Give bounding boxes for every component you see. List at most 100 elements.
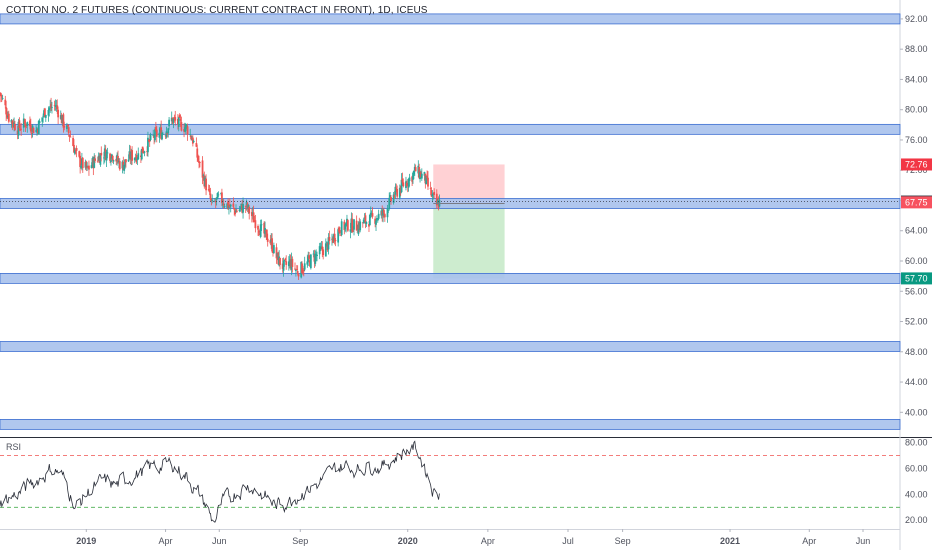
candle-body [217, 194, 220, 196]
candle-body [23, 120, 26, 124]
price-tick-label-11: 48.00 [905, 347, 928, 357]
candle-body [383, 210, 385, 214]
candle-body [180, 122, 183, 131]
candle-body [295, 269, 298, 270]
price-tick-label-12: 44.00 [905, 377, 928, 387]
candle-body [185, 125, 188, 127]
candle-body [223, 206, 226, 207]
candle-body [42, 115, 45, 117]
candle-body [186, 126, 189, 135]
candle-body [398, 187, 401, 198]
candle-body [247, 204, 250, 209]
candle-body [62, 114, 65, 128]
candle-body [316, 254, 318, 257]
candle-body [272, 245, 275, 254]
candle-body [431, 194, 434, 197]
candle-body [216, 193, 219, 199]
candle-body [318, 246, 321, 255]
candle-body [383, 214, 386, 218]
candle-body [390, 196, 392, 202]
candle-body [333, 233, 336, 242]
candle-body [279, 257, 281, 265]
candle-body [178, 115, 181, 118]
candle-body [244, 205, 247, 207]
candle-body [51, 107, 53, 109]
candle-body [57, 109, 60, 118]
candle-body [191, 137, 194, 144]
candle-body [312, 253, 315, 255]
candle-body [408, 177, 411, 182]
candle-body [79, 155, 82, 167]
candle-body [143, 151, 146, 153]
candle-body [154, 127, 157, 131]
candle-body [184, 124, 187, 129]
candle-body [407, 178, 410, 188]
candle-body [402, 182, 405, 187]
candle-body [78, 151, 81, 157]
candle-body [327, 237, 330, 250]
candle-body [377, 213, 380, 219]
time-tick-label-5: Apr [481, 536, 495, 546]
candle-body [257, 225, 259, 230]
candle-body [364, 215, 367, 224]
candle-body [207, 189, 210, 191]
price-tick-label-0: 92.00 [905, 14, 928, 24]
candle-body [195, 143, 198, 147]
candle-body [368, 224, 370, 227]
candle-body [371, 213, 374, 217]
candle-body [266, 238, 269, 242]
candle-body [233, 208, 236, 210]
candle-body [106, 152, 109, 154]
candle-body [179, 118, 182, 121]
candle-body [155, 129, 158, 137]
candle-body [48, 108, 51, 111]
candle-body [308, 255, 310, 259]
candle-body [96, 160, 99, 162]
candle-body [202, 174, 205, 176]
candle-body [365, 221, 368, 225]
candle-body [232, 203, 235, 207]
candle-body [376, 218, 379, 220]
candle-body [127, 159, 130, 162]
candle-body [265, 229, 268, 240]
price-tick-label-2: 84.00 [905, 74, 928, 84]
candle-body [414, 167, 417, 172]
candle-body [401, 178, 404, 183]
candle-body [37, 121, 40, 135]
candle-body [201, 160, 204, 178]
candle-body [141, 146, 144, 153]
candle-body [162, 133, 164, 135]
candle-body [168, 119, 170, 127]
candle-body [321, 246, 324, 251]
price-badge-label-3: 57.70 [905, 273, 928, 283]
candle-body [302, 271, 304, 273]
candle-body [235, 210, 238, 212]
candle-body [165, 131, 168, 138]
candle-body [389, 195, 392, 198]
candle-body [1, 98, 4, 99]
candle-body [412, 172, 414, 180]
candle-body [287, 261, 290, 267]
candle-body [322, 249, 325, 256]
candle-body [315, 254, 318, 256]
candle-body [238, 209, 241, 212]
time-tick-label-4: 2020 [398, 536, 418, 546]
candle-body [29, 124, 32, 132]
candle-body [85, 161, 88, 169]
candle-body [117, 155, 119, 162]
candle-body [44, 114, 47, 118]
candle-body [334, 240, 337, 241]
candle-body [135, 155, 138, 163]
candle-body [309, 254, 312, 269]
candle-body [302, 269, 305, 272]
candle-body [242, 203, 244, 213]
candles-group [0, 91, 441, 280]
candle-body [400, 179, 403, 193]
candle-body [190, 135, 192, 140]
candle-body [41, 117, 44, 122]
candle-body [103, 157, 105, 159]
candle-body [435, 193, 438, 206]
candle-body [44, 108, 46, 117]
rsi-tick-label-2: 40.00 [905, 489, 928, 499]
